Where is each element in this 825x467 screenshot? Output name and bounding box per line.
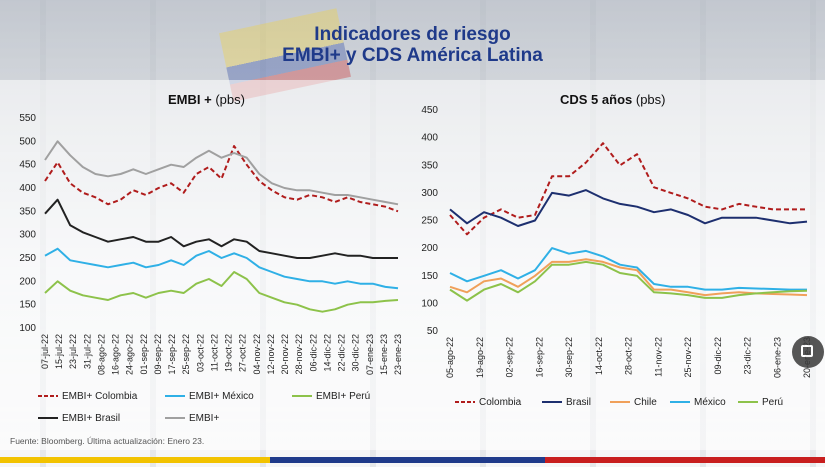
embi-legend-label-2: EMBI+ Perú: [316, 391, 370, 402]
embi-ytick-label: 200: [19, 276, 36, 287]
cds-legend-label-2: Chile: [634, 397, 657, 408]
cds-ytick-label: 150: [421, 271, 438, 282]
embi-xtick-label: 28-nov-22: [294, 334, 304, 375]
cds-legend-label-1: Brasil: [566, 397, 591, 408]
embi-xtick-label: 19-oct-22: [224, 334, 234, 372]
cds-ytick-label: 50: [427, 326, 439, 337]
cds-chart-title-unit: (pbs): [635, 92, 666, 107]
embi-chart-title-main: EMBI +: [168, 92, 212, 107]
cds-ytick-label: 450: [421, 105, 438, 116]
embi-xtick-label: 11-oct-22: [209, 334, 219, 371]
cds-ytick-label: 350: [421, 160, 438, 171]
footer-bar-red: [545, 457, 825, 463]
embi-ytick-label: 550: [19, 113, 36, 124]
cds-ytick-label: 100: [421, 298, 438, 309]
embi-legend-label-1: EMBI+ México: [189, 391, 254, 402]
cds-chart-title: CDS 5 años (pbs): [560, 92, 666, 107]
embi-ytick-label: 500: [19, 136, 36, 147]
embi-series-line-3: [44, 198, 398, 259]
embi-chart-title: EMBI + (pbs): [168, 92, 245, 107]
cds-series-line-0: [449, 142, 807, 236]
embi-xtick-label: 15-jul-22: [54, 334, 64, 369]
embi-xtick-label: 31-jul-22: [82, 334, 92, 369]
page-title-line1: Indicadores de riesgo: [314, 24, 511, 45]
cds-ytick-label: 200: [421, 243, 438, 254]
embi-ytick-label: 150: [19, 300, 36, 311]
page-title-line2: EMBI+ y CDS América Latina: [282, 45, 543, 66]
embi-xtick-label: 25-sep-22: [181, 334, 191, 375]
expand-view-button[interactable]: [792, 336, 824, 368]
embi-xtick-label: 15-ene-23: [379, 334, 389, 375]
cds-xtick-label: 14-oct-22: [594, 337, 604, 375]
embi-xtick-label: 07-jul-22: [40, 334, 50, 369]
embi-xtick-label: 07-ene-23: [365, 334, 375, 375]
embi-xtick-label: 09-sep-22: [153, 334, 163, 375]
cds-series-line-1: [449, 189, 808, 227]
cds-xtick-label: 06-ene-23: [772, 337, 782, 378]
embi-xtick-label: 16-ago-22: [111, 334, 121, 375]
embi-xtick-label: 17-sep-22: [167, 334, 177, 375]
cds-legend-label-4: Perú: [762, 397, 783, 408]
embi-ytick-label: 100: [19, 323, 36, 334]
cds-xtick-label: 23-dic-22: [743, 337, 753, 375]
embi-xtick-label: 30-dic-22: [351, 334, 361, 372]
embi-xtick-label: 22-dic-22: [337, 334, 347, 372]
embi-chart-title-unit: (pbs): [215, 92, 245, 107]
cds-legend-label-3: México: [694, 397, 726, 408]
embi-xtick-label: 27-oct-22: [238, 334, 248, 372]
embi-ytick-label: 450: [19, 160, 36, 171]
embi-xtick-label: 20-nov-22: [280, 334, 290, 375]
footer-bar-blue: [270, 457, 545, 463]
embi-xtick-label: 01-sep-22: [139, 334, 149, 375]
cds-series-line-3: [449, 247, 807, 291]
expand-icon: [801, 345, 813, 357]
cds-legend-label-0: Colombia: [479, 397, 522, 408]
embi-ytick-label: 300: [19, 230, 36, 241]
cds-ytick-label: 250: [421, 216, 438, 227]
embi-series-line-0: [44, 145, 399, 213]
embi-series-line-4: [44, 140, 399, 206]
cds-xtick-label: 16-sep-22: [534, 337, 544, 378]
source-note: Fuente: Bloomberg. Última actualización:…: [10, 436, 205, 446]
cds-ytick-label: 400: [421, 133, 438, 144]
embi-xtick-label: 14-dic-22: [322, 334, 332, 372]
embi-ytick-label: 350: [19, 206, 36, 217]
cds-ytick-label: 300: [421, 188, 438, 199]
cds-xtick-label: 09-dic-22: [713, 337, 723, 375]
embi-xtick-label: 12-nov-22: [266, 334, 276, 375]
embi-xtick-label: 03-oct-22: [195, 334, 205, 372]
cds-xtick-label: 25-nov-22: [683, 337, 693, 378]
embi-xtick-label: 23-jul-22: [68, 334, 78, 369]
cds-xtick-label: 11-nov-22: [653, 337, 663, 377]
embi-xtick-label: 08-ago-22: [96, 334, 106, 375]
embi-xtick-label: 06-dic-22: [308, 334, 318, 372]
embi-ytick-label: 250: [19, 253, 36, 264]
cds-xtick-label: 02-sep-22: [505, 337, 515, 378]
embi-xtick-label: 04-nov-22: [252, 334, 262, 375]
embi-xtick-label: 24-ago-22: [125, 334, 135, 375]
embi-series-line-1: [44, 247, 399, 290]
cds-series-line-4: [449, 260, 808, 302]
cds-chart-title-main: CDS 5 años: [560, 92, 633, 107]
embi-legend-label-4: EMBI+: [189, 413, 219, 424]
cds-xtick-label: 28-oct-22: [624, 337, 634, 375]
embi-legend-label-3: EMBI+ Brasil: [62, 413, 120, 424]
cds-xtick-label: 19-ago-22: [475, 337, 485, 378]
footer-bar-yellow: [0, 457, 270, 463]
embi-series-line-2: [44, 271, 399, 313]
embi-ytick-label: 400: [19, 183, 36, 194]
embi-xtick-label: 23-ene-23: [393, 334, 403, 375]
embi-legend-label-0: EMBI+ Colombia: [62, 391, 138, 402]
cds-series-line-2: [449, 258, 808, 297]
cds-xtick-label: 30-sep-22: [564, 337, 574, 378]
cds-xtick-label: 05-ago-22: [445, 337, 455, 378]
